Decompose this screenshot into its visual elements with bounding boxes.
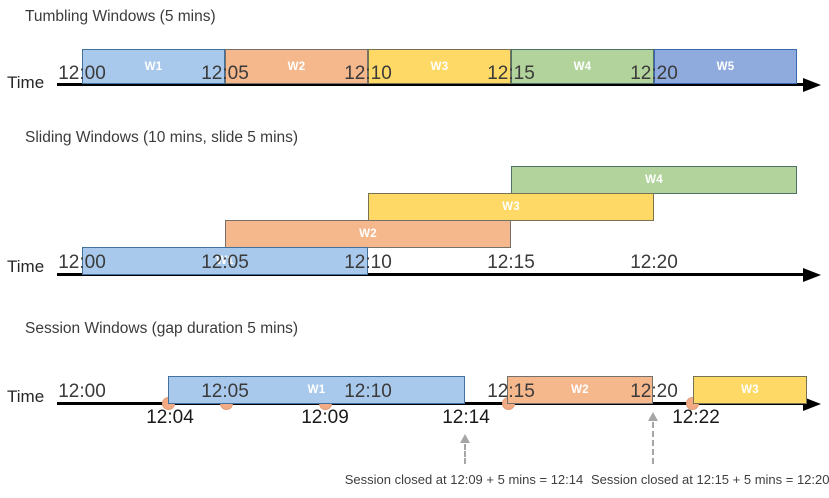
event-time-label: 12:04 <box>146 407 194 428</box>
tick-label: 12:15 <box>487 252 535 273</box>
annotation-arrow-line <box>464 444 466 464</box>
session-window-bar-w2: W2 <box>507 376 653 404</box>
session-time-axis-label: Time <box>7 387 45 406</box>
session-close-annotation: Session closed at 12:09 + 5 mins = 12:14 <box>344 472 584 487</box>
tumbling-window-bar-w5: W5 <box>654 49 797 84</box>
tick-label: 12:00 <box>58 381 106 402</box>
tick-label: 12:15 <box>487 381 535 402</box>
tumbling-window-bar-w3: W3 <box>368 49 511 84</box>
session-timeline-arrowhead-icon <box>803 396 821 411</box>
tick-label: 12:00 <box>58 252 106 273</box>
tumbling-section-title: Tumbling Windows (5 mins) <box>25 8 216 25</box>
tick-label: 12:10 <box>344 252 392 273</box>
tumbling-window-bar-w1: W1 <box>82 49 225 84</box>
sliding-window-bar-w3: W3 <box>368 193 654 221</box>
window-label: W4 <box>573 60 592 73</box>
session-close-annotation: Session closed at 12:15 + 5 mins = 12:20 <box>591 472 829 487</box>
tick-label: 12:05 <box>201 252 249 273</box>
event-time-label: 12:09 <box>301 407 349 428</box>
tumbling-timeline <box>57 83 806 86</box>
sliding-timeline-arrowhead-icon <box>803 267 821 282</box>
window-label: W2 <box>359 228 377 240</box>
window-label: W2 <box>571 384 589 396</box>
window-label: W3 <box>741 384 759 396</box>
tick-label: 12:05 <box>201 381 249 402</box>
window-label: W1 <box>144 60 163 73</box>
event-time-label: 12:22 <box>672 407 720 428</box>
window-label: W3 <box>502 201 520 213</box>
tick-label: 12:15 <box>487 63 535 84</box>
tick-label: 12:20 <box>630 252 678 273</box>
annotation-arrow-icon <box>648 412 658 421</box>
window-label: W5 <box>716 60 735 73</box>
session-window-bar-w3: W3 <box>693 376 807 404</box>
tick-label: 12:20 <box>630 381 678 402</box>
sliding-window-bar-w2: W2 <box>225 220 511 248</box>
sliding-window-bar-w4: W4 <box>511 166 797 194</box>
window-label: W1 <box>216 255 234 267</box>
sliding-section-title: Sliding Windows (10 mins, slide 5 mins) <box>25 129 299 146</box>
tick-label: 12:10 <box>344 381 392 402</box>
annotation-arrow-icon <box>460 434 470 443</box>
window-label: W1 <box>307 384 326 396</box>
window-label: W4 <box>645 174 663 186</box>
tick-label: 12:20 <box>630 63 678 84</box>
tumbling-timeline-arrowhead-icon <box>803 77 821 92</box>
tick-label: 12:00 <box>58 63 106 84</box>
sliding-time-axis-label: Time <box>7 257 45 276</box>
event-time-label: 12:14 <box>442 407 490 428</box>
tumbling-window-bar-w4: W4 <box>511 49 654 84</box>
session-window-bar-w1: W1 <box>168 376 465 404</box>
window-label: W3 <box>430 60 449 73</box>
tumbling-window-bar-w2: W2 <box>225 49 368 84</box>
sliding-timeline <box>57 273 806 276</box>
annotation-arrow-line <box>652 422 654 464</box>
tick-label: 12:10 <box>344 63 392 84</box>
sliding-window-bar-w1: W1 <box>82 247 368 275</box>
session-section-title: Session Windows (gap duration 5 mins) <box>25 320 299 337</box>
window-label: W2 <box>287 60 306 73</box>
tumbling-time-axis-label: Time <box>7 73 45 92</box>
tick-label: 12:05 <box>201 63 249 84</box>
